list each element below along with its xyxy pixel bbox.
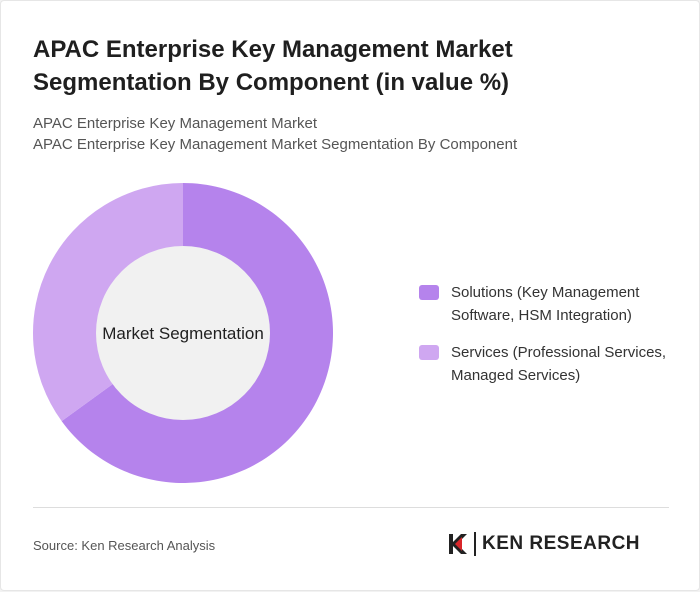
legend-label-services: Services (Professional Services, Managed… [451, 344, 667, 384]
logo-separator [474, 532, 476, 556]
ken-research-logo-icon [449, 534, 467, 554]
logo-text: KEN RESEARCH [482, 533, 641, 554]
donut-center-label: Market Segmentation [102, 324, 264, 343]
chart-subtitle-market: APAC Enterprise Key Management Market [33, 115, 318, 132]
legend-swatch-solutions [419, 285, 439, 300]
legend-item-services: Services (Professional Services, Managed… [419, 341, 689, 387]
chart-subtitle-segmentation: APAC Enterprise Key Management Market Se… [33, 136, 518, 153]
chart-legend: Solutions (Key Management Software, HSM … [419, 281, 689, 401]
footer-divider [33, 507, 669, 508]
chart-title: APAC Enterprise Key Management Market Se… [33, 36, 513, 96]
legend-swatch-services [419, 345, 439, 360]
donut-center [96, 246, 270, 420]
ken-research-logo: KEN RESEARCH [447, 532, 640, 556]
legend-label-solutions: Solutions (Key Management Software, HSM … [451, 284, 640, 324]
legend-item-solutions: Solutions (Key Management Software, HSM … [419, 281, 689, 327]
source-note: Source: Ken Research Analysis [33, 538, 216, 553]
